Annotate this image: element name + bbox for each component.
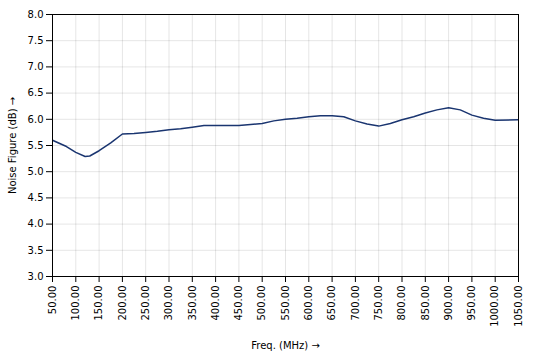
svg-text:300.00: 300.00 — [163, 286, 174, 321]
svg-text:850.00: 850.00 — [420, 286, 431, 321]
svg-text:600.00: 600.00 — [303, 286, 314, 321]
svg-text:100.00: 100.00 — [70, 286, 81, 321]
svg-text:4.0: 4.0 — [28, 218, 44, 229]
svg-text:6.0: 6.0 — [28, 114, 44, 125]
svg-text:400.00: 400.00 — [210, 286, 221, 321]
svg-text:3.0: 3.0 — [28, 271, 44, 282]
svg-text:5.5: 5.5 — [28, 140, 44, 151]
svg-text:450.00: 450.00 — [233, 286, 244, 321]
svg-text:Noise Figure (dB) →: Noise Figure (dB) → — [7, 97, 18, 194]
svg-text:900.00: 900.00 — [443, 286, 454, 321]
svg-text:50.00: 50.00 — [47, 286, 58, 315]
svg-text:7.0: 7.0 — [28, 61, 44, 72]
svg-text:200.00: 200.00 — [117, 286, 128, 321]
svg-text:1000.00: 1000.00 — [489, 286, 500, 327]
svg-text:250.00: 250.00 — [140, 286, 151, 321]
svg-text:550.00: 550.00 — [280, 286, 291, 321]
svg-text:150.00: 150.00 — [93, 286, 104, 321]
svg-text:Freq. (MHz) →: Freq. (MHz) → — [251, 340, 320, 351]
svg-text:7.5: 7.5 — [28, 35, 44, 46]
svg-text:3.5: 3.5 — [28, 245, 44, 256]
svg-text:4.5: 4.5 — [28, 192, 44, 203]
svg-text:700.00: 700.00 — [350, 286, 361, 321]
svg-text:350.00: 350.00 — [187, 286, 198, 321]
svg-text:650.00: 650.00 — [326, 286, 337, 321]
svg-text:950.00: 950.00 — [466, 286, 477, 321]
svg-text:6.5: 6.5 — [28, 87, 44, 98]
svg-text:5.0: 5.0 — [28, 166, 44, 177]
svg-text:500.00: 500.00 — [256, 286, 267, 321]
svg-text:8.0: 8.0 — [28, 9, 44, 20]
svg-text:750.00: 750.00 — [373, 286, 384, 321]
svg-text:1050.00: 1050.00 — [513, 286, 524, 327]
svg-text:800.00: 800.00 — [396, 286, 407, 321]
